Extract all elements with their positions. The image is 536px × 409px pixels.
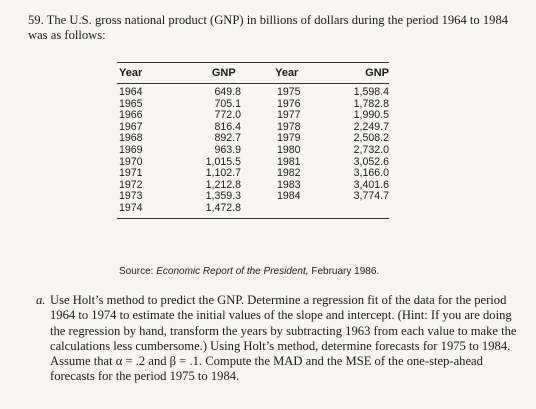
gnp-cell xyxy=(307,203,389,215)
year-cell: 1971 xyxy=(119,167,143,180)
table-row: 1969 963.9 1980 2,732.0 xyxy=(117,143,390,157)
gnp-cell: 705.1 xyxy=(214,97,241,110)
source-suffix: February 1986. xyxy=(308,266,380,277)
year-cell: 1980 xyxy=(276,143,301,156)
problem-statement: 59. The U.S. gross national product (GNP… xyxy=(28,13,528,43)
part-a: a. Use Holt’s method to predict the GNP.… xyxy=(36,293,520,385)
gnp-cell: 1,472.8 xyxy=(205,201,241,214)
table-row: 1970 1,015.5 1981 3,052.6 xyxy=(117,155,390,169)
year-cell: 1972 xyxy=(119,178,143,191)
source-prefix: Source: xyxy=(119,266,157,277)
table-row: 1964 649.8 1975 1,598.4 xyxy=(117,86,390,99)
gnp-cell: 3,052.6 xyxy=(353,155,390,168)
source-title: Economic Report of the President, xyxy=(156,266,309,277)
year-cell: 1983 xyxy=(276,178,301,191)
gnp-cell: 1,990.5 xyxy=(353,109,390,122)
year-cell: 1982 xyxy=(276,167,301,180)
year-cell: 1978 xyxy=(276,120,301,133)
part-a-label: a. xyxy=(36,293,46,307)
year-cell: 1964 xyxy=(119,86,143,98)
gnp-cell: 1,782.8 xyxy=(353,97,390,110)
year-cell: 1976 xyxy=(276,97,301,110)
header-year-left: Year xyxy=(119,67,143,79)
table-row: 1972 1,212.8 1983 3,401.6 xyxy=(117,178,390,192)
year-cell: 1967 xyxy=(119,120,143,133)
table-header: Year GNP Year GNP xyxy=(117,62,389,84)
gnp-table: Year GNP Year GNP 1964 649.8 1975 1,598.4 19… xyxy=(117,62,389,219)
table-row: 1971 1,102.7 1982 3,166.0 xyxy=(117,168,389,180)
problem-intro: The U.S. gross national product (GNP) in… xyxy=(28,13,509,42)
year-cell: 1974 xyxy=(119,201,143,214)
year-cell: 1966 xyxy=(119,109,143,122)
table-row: 1966 772.0 1977 1,990.5 xyxy=(117,110,389,122)
part-a-text: Use Holt’s method to predict the GNP. De… xyxy=(50,293,517,384)
table-row: 1965 705.1 1976 1,782.8 xyxy=(117,97,390,111)
year-cell: 1981 xyxy=(276,155,301,168)
problem-number: 59. xyxy=(28,13,44,27)
year-cell: 1969 xyxy=(119,143,143,156)
year-cell xyxy=(241,203,307,215)
year-cell: 1975 xyxy=(276,86,301,98)
gnp-cell: 1,212.8 xyxy=(205,178,241,191)
gnp-cell: 2,249.7 xyxy=(353,120,390,133)
gnp-cell: 3,774.7 xyxy=(353,190,390,203)
gnp-cell: 892.7 xyxy=(214,132,241,145)
gnp-cell: 3,166.0 xyxy=(353,167,390,180)
year-cell: 1973 xyxy=(119,190,143,203)
year-cell: 1984 xyxy=(276,190,301,203)
header-year-right: Year xyxy=(275,67,299,79)
gnp-cell: 1,598.4 xyxy=(353,86,390,98)
year-cell: 1965 xyxy=(119,97,143,110)
gnp-cell: 816.4 xyxy=(214,120,241,133)
year-cell: 1979 xyxy=(276,132,301,145)
year-cell: 1970 xyxy=(119,155,143,168)
gnp-cell: 1,359.3 xyxy=(205,190,241,203)
year-cell: 1968 xyxy=(119,132,143,145)
gnp-cell: 2,732.0 xyxy=(353,143,390,156)
table-row: 1974 1,472.8 xyxy=(117,201,389,215)
gnp-cell: 1,015.5 xyxy=(205,155,241,168)
table-row: 1967 816.4 1978 2,249.7 xyxy=(117,120,390,134)
table-row: 1968 892.7 1979 2,508.2 xyxy=(117,133,389,145)
gnp-cell: 3,401.6 xyxy=(353,178,390,191)
gnp-cell: 1,102.7 xyxy=(205,167,241,180)
table-source: Source: Economic Report of the President… xyxy=(119,266,519,277)
gnp-cell: 649.8 xyxy=(214,86,241,98)
header-gnp-right: GNP xyxy=(365,67,389,79)
gnp-cell: 772.0 xyxy=(214,109,241,122)
year-cell: 1977 xyxy=(276,109,301,122)
gnp-cell: 2,508.2 xyxy=(353,132,390,145)
table-row: 1973 1,359.3 1984 3,774.7 xyxy=(117,191,389,203)
gnp-cell: 963.9 xyxy=(214,143,241,156)
header-gnp-left: GNP xyxy=(211,67,236,79)
table-body: 1964 649.8 1975 1,598.4 1965 705.1 1976 1,782.8… xyxy=(117,84,389,219)
